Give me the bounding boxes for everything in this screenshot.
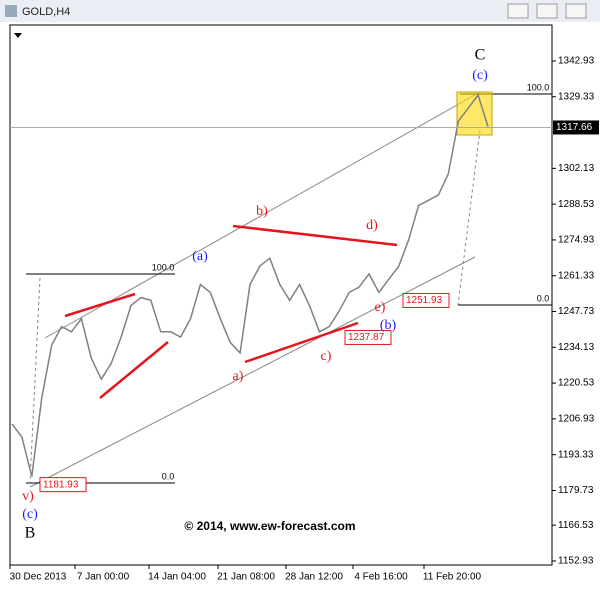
annotation: (b): [380, 318, 397, 333]
annotation: (c): [22, 507, 38, 522]
window-icon: [5, 5, 17, 17]
close-button[interactable]: [565, 3, 587, 19]
plot-frame: [9, 24, 553, 566]
annotation: (c): [472, 68, 488, 83]
y-tick-label: 1206.93: [558, 414, 595, 425]
y-tick-label: 1329.33: [558, 91, 595, 102]
y-tick-label: 1288.53: [558, 199, 595, 210]
annotation: b): [256, 204, 268, 219]
menu-arrow[interactable]: [14, 33, 22, 38]
channel: [29, 91, 481, 488]
target-box: [456, 91, 493, 136]
minimize-button[interactable]: [507, 3, 529, 19]
x-tick-label: 7 Jan 00:00: [77, 572, 130, 583]
price-label: 1237.87: [348, 332, 385, 343]
x-tick-label: 28 Jan 12:00: [285, 572, 343, 583]
y-tick-label: 1234.13: [558, 342, 595, 353]
y-tick-label: 1193.33: [558, 449, 594, 460]
annotation: c): [321, 349, 332, 364]
y-tick-label: 1166.53: [558, 520, 594, 531]
current-price-box: [553, 120, 599, 135]
price-line: [11, 93, 489, 477]
annotation: (a): [192, 249, 208, 264]
annotation: 100.0: [527, 82, 550, 92]
price-label: 1181.93: [43, 479, 79, 490]
y-tick-label: 1261.33: [558, 270, 595, 281]
x-tick-label: 11 Feb 20:00: [423, 572, 482, 583]
annotation: 0.0: [162, 471, 175, 481]
annotation: 100.0: [152, 262, 175, 272]
annotation: C: [475, 47, 486, 64]
annotation: v): [22, 489, 34, 504]
x-tick-label: 21 Jan 08:00: [217, 572, 275, 583]
window-title: GOLD,H4: [22, 6, 70, 18]
price-label-box: [402, 292, 450, 308]
y-tick-label: 1152.93: [558, 556, 594, 567]
x-tick-label: 4 Feb 16:00: [354, 572, 408, 583]
annotation: e): [375, 300, 386, 315]
title-bar: [0, 0, 600, 22]
annotation: B: [25, 525, 36, 542]
y-tick-label: 1247.73: [558, 306, 595, 317]
annotation: a): [233, 369, 244, 384]
y-tick-label: 1179.73: [558, 485, 594, 496]
maximize-button[interactable]: [536, 3, 558, 19]
annotation: d): [366, 218, 378, 233]
price-label-box: [344, 329, 392, 345]
price-label-box: [39, 477, 87, 493]
annotation: © 2014, www.ew-forecast.com: [184, 519, 355, 533]
current-price-label: 1317.66: [556, 122, 593, 133]
y-tick-label: 1274.93: [558, 235, 595, 246]
price-label: 1251.93: [406, 295, 443, 306]
y-tick-label: 1302.13: [558, 163, 595, 174]
y-tick-label: 1220.53: [558, 378, 595, 389]
trend-lines: [64, 224, 398, 399]
y-tick-label: 1342.93: [558, 56, 595, 67]
annotation: 0.0: [537, 293, 550, 303]
x-tick-label: 30 Dec 2013: [10, 572, 67, 583]
x-tick-label: 14 Jan 04:00: [148, 572, 206, 583]
